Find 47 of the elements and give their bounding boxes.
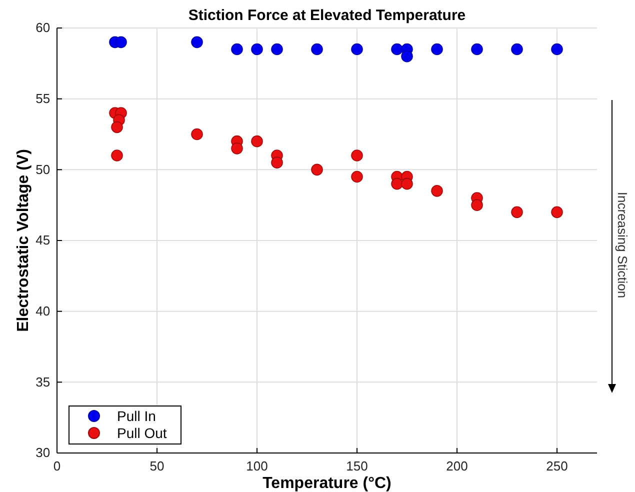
point [391,43,403,56]
legend-label: Pull Out [117,425,167,441]
chart-title: Stiction Force at Elevated Temperature [188,7,466,24]
y-tick-label: 40 [36,303,50,318]
point [391,178,403,190]
x-tick-label: 150 [346,458,368,474]
point [251,135,263,148]
x-tick-label: 100 [246,458,268,474]
y-tick-label: 55 [36,90,50,106]
y-tick-label: 30 [36,445,50,460]
point [191,36,203,48]
x-tick-label: 250 [546,458,568,474]
x-axis-title: Temperature (°C) [262,475,392,492]
point [351,170,363,183]
point [511,43,523,56]
x-tick-label: 200 [446,458,468,474]
point [401,178,413,190]
y-axis-title: Electrostatic Voltage (V) [15,149,32,332]
point [311,164,323,176]
point [431,185,443,197]
point [111,121,123,134]
point [111,150,123,162]
point [471,199,483,211]
point [251,43,263,56]
y-tick-label: 60 [36,20,50,36]
point [271,43,283,56]
x-tick-label: 0 [53,458,61,474]
point [471,43,483,56]
point [191,128,203,140]
point [511,206,523,218]
y-tick-label: 35 [36,374,50,390]
point [271,156,283,168]
point [551,43,563,56]
y-tick-label: 45 [36,232,50,248]
point [351,150,363,162]
x-tick-label: 50 [150,458,164,474]
point [551,206,563,218]
point [351,43,363,56]
point [231,43,243,56]
text: Increasing Stiction [615,192,630,298]
legend-label: Pull In [117,408,156,424]
point [401,50,413,62]
y-tick-label: 50 [36,162,50,177]
point [115,36,127,48]
point [231,142,243,154]
point [311,43,323,56]
point [431,43,443,56]
